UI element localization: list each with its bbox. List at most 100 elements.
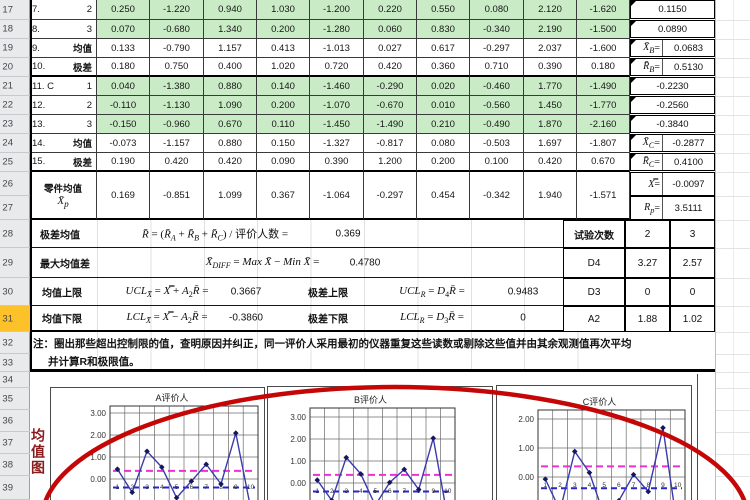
table-cell[interactable]: 0.420 xyxy=(524,153,577,172)
row-label-cell[interactable]: 7. 2 xyxy=(30,0,97,20)
table-cell[interactable]: 0.360 xyxy=(417,58,470,77)
table-cell[interactable]: 0.400 xyxy=(204,58,257,77)
table-cell[interactable]: 0.420 xyxy=(150,153,204,172)
table-cell[interactable]: -0.460 xyxy=(470,77,524,96)
table-cell[interactable]: -0.960 xyxy=(150,115,204,134)
table-cell[interactable]: -1.070 xyxy=(310,96,364,115)
table-cell[interactable]: -1.327 xyxy=(310,134,364,153)
table-cell[interactable]: 1.020 xyxy=(257,58,310,77)
table-cell[interactable]: 2.120 xyxy=(524,0,577,20)
table-cell[interactable]: 0.750 xyxy=(150,58,204,77)
table-cell[interactable]: 0.070 xyxy=(97,20,150,39)
summary-cell[interactable]: 0.0890 xyxy=(630,20,715,38)
table-cell[interactable]: -0.670 xyxy=(364,96,417,115)
table-cell[interactable]: -0.503 xyxy=(470,134,524,153)
table-cell[interactable]: 2.037 xyxy=(524,39,577,58)
table-cell[interactable]: 0.413 xyxy=(257,39,310,58)
part-mean-cell[interactable]: 0.367 xyxy=(257,172,310,220)
row-header[interactable]: 18 xyxy=(0,20,30,39)
table-cell[interactable]: 2.190 xyxy=(524,20,577,39)
row-header[interactable]: 33 xyxy=(0,354,30,372)
table-cell[interactable]: -0.290 xyxy=(364,77,417,96)
table-cell[interactable]: -0.680 xyxy=(150,20,204,39)
table-cell[interactable]: -1.460 xyxy=(310,77,364,96)
table-cell[interactable]: 0.180 xyxy=(577,58,630,77)
computed-value[interactable]: 0 xyxy=(520,312,526,324)
table-cell[interactable]: 0.190 xyxy=(97,153,150,172)
table-cell[interactable]: 0.617 xyxy=(417,39,470,58)
table-cell[interactable]: 0.670 xyxy=(204,115,257,134)
computed-value[interactable]: -0.3860 xyxy=(229,312,263,324)
row-label-cell[interactable]: 8. 3 xyxy=(30,20,97,39)
table-cell[interactable]: 0.210 xyxy=(417,115,470,134)
row-header[interactable]: 23 xyxy=(0,115,30,134)
part-mean-cell[interactable]: 0.169 xyxy=(97,172,150,220)
row-header[interactable]: 17 xyxy=(0,0,30,20)
table-cell[interactable]: 1.770 xyxy=(524,77,577,96)
constants-value-cell[interactable]: 0 xyxy=(625,278,670,306)
row-header[interactable]: 32 xyxy=(0,332,30,354)
table-cell[interactable]: -1.013 xyxy=(310,39,364,58)
row-header[interactable]: 29 xyxy=(0,248,30,278)
part-mean-cell[interactable]: 1.940 xyxy=(524,172,577,220)
table-cell[interactable]: 0.100 xyxy=(470,153,524,172)
constants-value-cell[interactable]: 2.57 xyxy=(670,248,715,278)
constants-value-cell[interactable]: 3 xyxy=(670,220,715,248)
table-cell[interactable]: 1.030 xyxy=(257,0,310,20)
computed-value[interactable]: 0.3667 xyxy=(230,286,262,297)
row-label-cell[interactable]: 10. 极差 xyxy=(30,58,97,77)
row-header[interactable]: 36 xyxy=(0,410,30,432)
row-label-cell[interactable]: 12. 2 xyxy=(30,96,97,115)
table-cell[interactable]: 0.080 xyxy=(470,0,524,20)
summary-cell[interactable]: X̿ = -0.0097 xyxy=(630,172,715,196)
table-cell[interactable]: -1.490 xyxy=(364,115,417,134)
table-cell[interactable]: 0.110 xyxy=(257,115,310,134)
summary-cell[interactable]: -0.3840 xyxy=(630,115,715,133)
row-header[interactable]: 26 xyxy=(0,172,30,196)
part-mean-cell[interactable]: -0.297 xyxy=(364,172,417,220)
summary-cell[interactable]: 0.1150 xyxy=(630,0,715,19)
part-mean-cell[interactable]: -1.064 xyxy=(310,172,364,220)
table-cell[interactable]: 1.870 xyxy=(524,115,577,134)
constants-label-cell[interactable]: A2 xyxy=(563,306,625,332)
row-header[interactable]: 35 xyxy=(0,388,30,410)
table-cell[interactable]: -1.130 xyxy=(150,96,204,115)
table-cell[interactable]: 0.180 xyxy=(97,58,150,77)
row-header[interactable]: 28 xyxy=(0,220,30,248)
table-cell[interactable]: 0.420 xyxy=(204,153,257,172)
computed-value[interactable]: 0.9483 xyxy=(507,286,539,297)
constants-value-cell[interactable]: 1.02 xyxy=(670,306,715,332)
constants-label-cell[interactable]: D4 xyxy=(563,248,625,278)
summary-cell[interactable]: R̄C = 0.4100 xyxy=(630,153,715,171)
table-cell[interactable]: 0.550 xyxy=(417,0,470,20)
constants-label-cell[interactable]: 试验次数 xyxy=(563,220,625,248)
table-cell[interactable]: 0.940 xyxy=(204,0,257,20)
table-cell[interactable]: -1.450 xyxy=(310,115,364,134)
table-cell[interactable]: -1.500 xyxy=(577,20,630,39)
row-label-cell[interactable]: 13. 3 xyxy=(30,115,97,134)
row-label-cell[interactable]: 15. 极差 xyxy=(30,153,97,172)
table-cell[interactable]: -0.790 xyxy=(150,39,204,58)
constants-label-cell[interactable]: D3 xyxy=(563,278,625,306)
summary-cell[interactable]: Rp = 3.5111 xyxy=(630,196,715,220)
table-cell[interactable]: 0.830 xyxy=(417,20,470,39)
table-cell[interactable]: 1.157 xyxy=(204,39,257,58)
table-cell[interactable]: 0.040 xyxy=(97,77,150,96)
row-header[interactable]: 38 xyxy=(0,454,30,476)
table-cell[interactable]: 0.710 xyxy=(470,58,524,77)
table-cell[interactable]: -1.280 xyxy=(310,20,364,39)
row-header[interactable]: 31 xyxy=(0,306,30,332)
table-cell[interactable]: 0.390 xyxy=(310,153,364,172)
part-mean-cell[interactable]: 0.454 xyxy=(417,172,470,220)
table-cell[interactable]: 0.670 xyxy=(577,153,630,172)
table-cell[interactable]: 1.200 xyxy=(364,153,417,172)
table-cell[interactable]: -0.110 xyxy=(97,96,150,115)
row-header[interactable]: 37 xyxy=(0,432,30,454)
row-header[interactable]: 19 xyxy=(0,39,30,58)
table-cell[interactable]: -1.490 xyxy=(577,77,630,96)
table-cell[interactable]: 0.200 xyxy=(257,20,310,39)
table-cell[interactable]: -0.817 xyxy=(364,134,417,153)
